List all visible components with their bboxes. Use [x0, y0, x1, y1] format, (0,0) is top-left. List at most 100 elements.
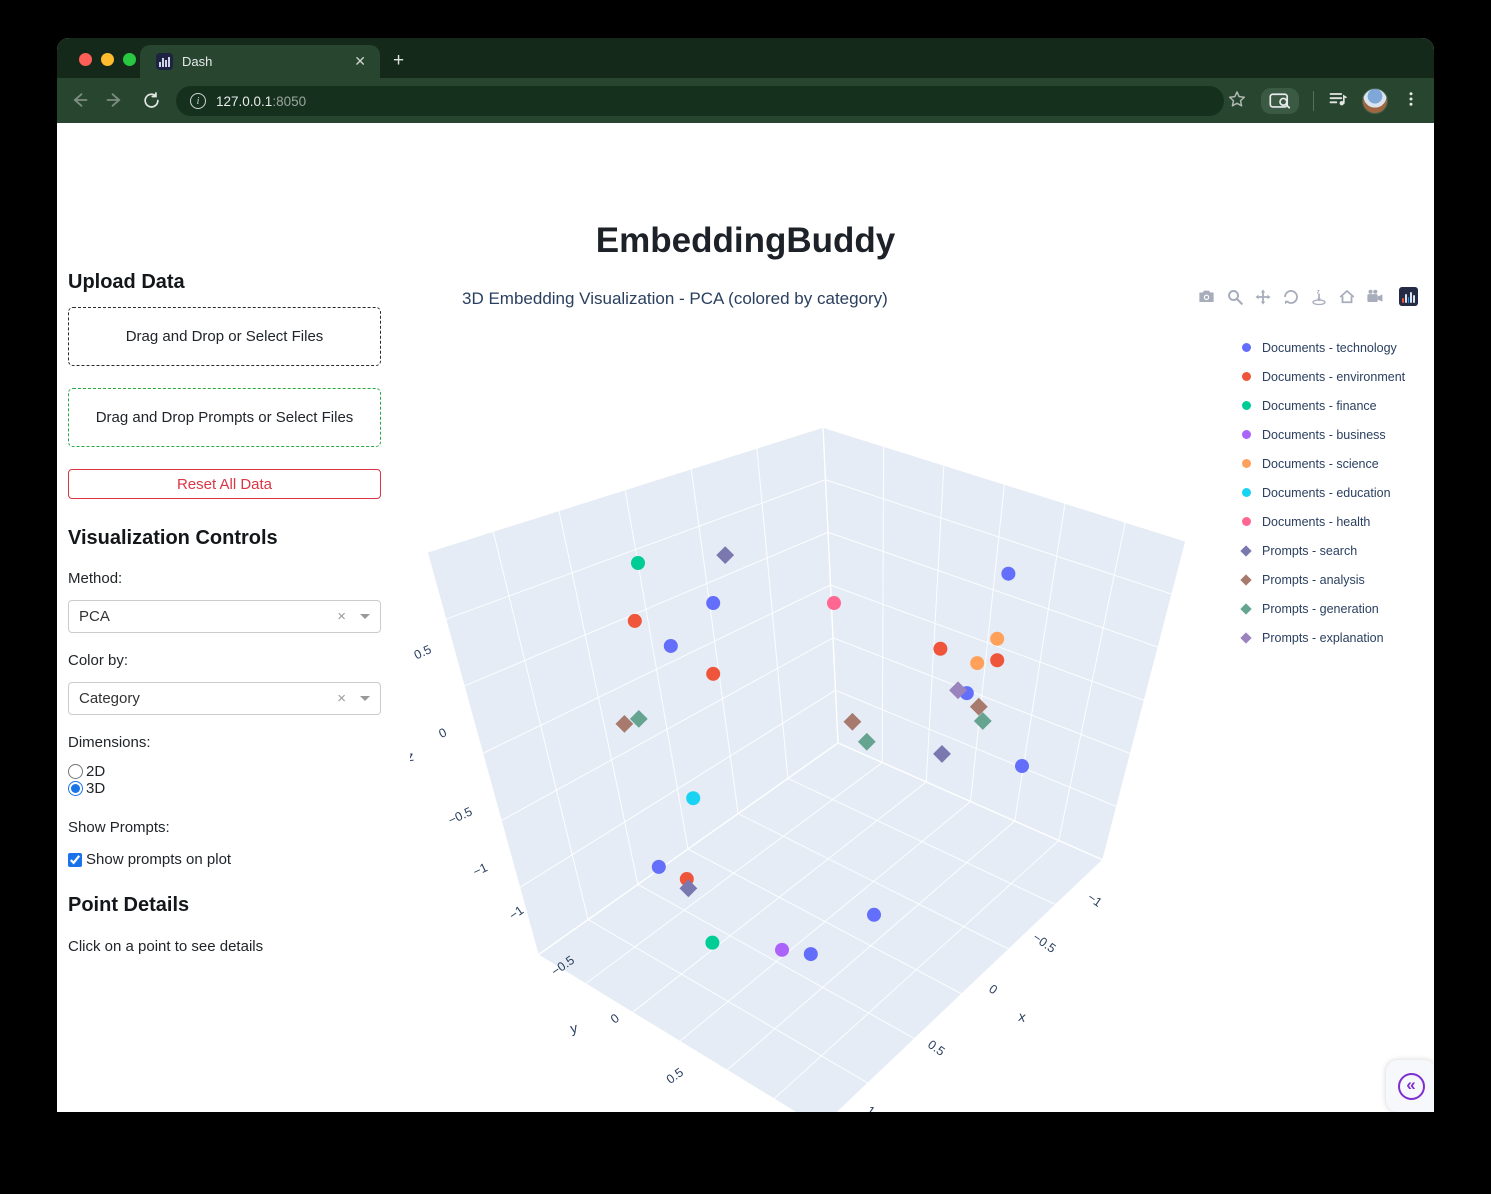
toolbar-separator	[1313, 91, 1314, 111]
data-point-dot[interactable]	[867, 907, 881, 922]
upload-heading: Upload Data	[68, 271, 185, 293]
radio-label: 2D	[86, 763, 106, 780]
axis-tick-label: −0.5	[446, 804, 474, 827]
back-arrow-icon[interactable]	[67, 88, 91, 112]
legend-item[interactable]: Documents - health	[1235, 507, 1405, 536]
axis-tick-label: 0.5	[664, 1065, 686, 1086]
data-point-dot[interactable]	[631, 556, 645, 570]
legend-item[interactable]: Documents - business	[1235, 420, 1405, 449]
reload-icon[interactable]	[139, 88, 163, 112]
data-point-dot[interactable]	[627, 613, 642, 628]
new-tab-plus-icon[interactable]: +	[393, 50, 405, 71]
point-details-text: Click on a point to see details	[68, 938, 264, 955]
data-point-dot[interactable]	[651, 859, 666, 874]
data-point-dot[interactable]	[1015, 759, 1029, 774]
legend-item[interactable]: Prompts - analysis	[1235, 565, 1405, 594]
close-window-button[interactable]	[79, 53, 92, 66]
axis-tick-label: 0	[608, 1011, 622, 1026]
data-point-diamond[interactable]	[615, 714, 634, 733]
reset-all-data-button[interactable]: Reset All Data	[68, 469, 381, 499]
orbit-rotation-icon[interactable]	[1281, 287, 1300, 306]
plotly-logo-icon[interactable]	[1399, 287, 1418, 306]
profile-avatar[interactable]	[1362, 88, 1388, 114]
legend-label: Prompts - analysis	[1262, 572, 1365, 587]
legend-item[interactable]: Documents - science	[1235, 449, 1405, 478]
dash-debug-toggle-button[interactable]: «	[1386, 1060, 1434, 1112]
viz-controls-heading: Visualization Controls	[68, 527, 278, 549]
clear-icon[interactable]: ×	[337, 608, 346, 625]
radio-input[interactable]	[68, 781, 83, 796]
data-point-dot[interactable]	[990, 653, 1005, 668]
minimize-window-button[interactable]	[101, 53, 114, 66]
data-point-dot[interactable]	[705, 935, 720, 950]
dimensions-radio-3d[interactable]: 3D	[68, 780, 381, 797]
legend-item[interactable]: Prompts - explanation	[1235, 623, 1405, 652]
data-point-dot[interactable]	[970, 656, 985, 671]
data-point-dot[interactable]	[1001, 566, 1016, 581]
legend-item[interactable]: Documents - education	[1235, 478, 1405, 507]
browser-tab[interactable]: Dash ✕	[140, 45, 380, 78]
data-point-diamond[interactable]	[857, 732, 876, 751]
data-point-dot[interactable]	[686, 791, 701, 806]
bookmark-star-icon[interactable]	[1227, 89, 1247, 114]
dimensions-label: Dimensions:	[68, 734, 151, 751]
media-playlist-icon[interactable]	[1328, 89, 1348, 114]
legend-label: Documents - education	[1262, 485, 1391, 500]
legend-dot-marker	[1235, 517, 1257, 526]
show-prompts-label: Show Prompts:	[68, 819, 170, 836]
dimensions-radio-group: 2D 3D	[68, 763, 381, 797]
legend-diamond-marker	[1235, 544, 1257, 557]
colorby-dropdown[interactable]: Category ×	[68, 682, 381, 715]
camera-icon[interactable]	[1197, 287, 1216, 306]
axis-tick-label: −1	[507, 903, 527, 923]
legend-item[interactable]: Documents - environment	[1235, 362, 1405, 391]
legend-dot-marker	[1235, 459, 1257, 468]
legend-diamond-marker	[1235, 602, 1257, 615]
url-bar[interactable]: i 127.0.0.1:8050	[176, 86, 1224, 116]
data-point-dot[interactable]	[803, 947, 818, 962]
chevron-down-icon[interactable]	[360, 696, 370, 701]
zoom-icon[interactable]	[1225, 287, 1244, 306]
reset-camera-last-icon[interactable]	[1365, 287, 1384, 306]
data-point-dot[interactable]	[663, 638, 678, 653]
svg-text:z: z	[1316, 289, 1319, 295]
dash-favicon	[156, 53, 173, 70]
reset-camera-home-icon[interactable]	[1337, 287, 1356, 306]
data-point-dot[interactable]	[706, 596, 721, 611]
legend-item[interactable]: Documents - finance	[1235, 391, 1405, 420]
forward-arrow-icon[interactable]	[103, 88, 127, 112]
checkbox-input[interactable]	[68, 852, 82, 867]
plot-title: 3D Embedding Visualization - PCA (colore…	[462, 289, 888, 308]
turntable-rotation-icon[interactable]: z	[1309, 287, 1328, 306]
dimensions-radio-2d[interactable]: 2D	[68, 763, 381, 780]
legend-item[interactable]: Prompts - search	[1235, 536, 1405, 565]
radio-input[interactable]	[68, 764, 83, 779]
site-info-icon[interactable]: i	[190, 93, 206, 109]
legend-item[interactable]: Prompts - generation	[1235, 594, 1405, 623]
data-point-dot[interactable]	[990, 631, 1005, 646]
close-tab-icon[interactable]: ✕	[354, 53, 366, 69]
plot-3d-scene[interactable]: −1 −0.5 0 0.5 1 x −1 −0.5 0 0.5 y 0.5 0 −0.5 −1 z	[406, 420, 1210, 1112]
maximize-window-button[interactable]	[123, 53, 136, 66]
data-point-dot[interactable]	[775, 942, 789, 957]
clear-icon[interactable]: ×	[337, 690, 346, 707]
collapse-chevrons-icon: «	[1397, 1072, 1425, 1100]
radio-label: 3D	[86, 780, 106, 797]
tab-search-icon[interactable]	[1261, 88, 1299, 114]
legend-item[interactable]: Documents - technology	[1235, 333, 1405, 362]
method-dropdown[interactable]: PCA ×	[68, 600, 381, 633]
legend-label: Documents - environment	[1262, 369, 1406, 384]
kebab-menu-icon[interactable]	[1402, 90, 1420, 113]
data-point-dot[interactable]	[827, 596, 841, 611]
show-prompts-checkbox[interactable]: Show prompts on plot	[68, 851, 381, 868]
legend-label: Documents - business	[1262, 427, 1386, 442]
pan-icon[interactable]	[1253, 287, 1272, 306]
data-point-dot[interactable]	[706, 666, 721, 681]
chevron-down-icon[interactable]	[360, 614, 370, 619]
upload-data-dropzone[interactable]: Drag and Drop or Select Files	[68, 307, 381, 366]
upload-prompts-dropzone[interactable]: Drag and Drop Prompts or Select Files	[68, 388, 381, 447]
data-point-diamond[interactable]	[973, 712, 992, 730]
data-point-dot[interactable]	[933, 641, 948, 656]
method-label: Method:	[68, 570, 123, 587]
data-point-diamond[interactable]	[679, 879, 698, 898]
